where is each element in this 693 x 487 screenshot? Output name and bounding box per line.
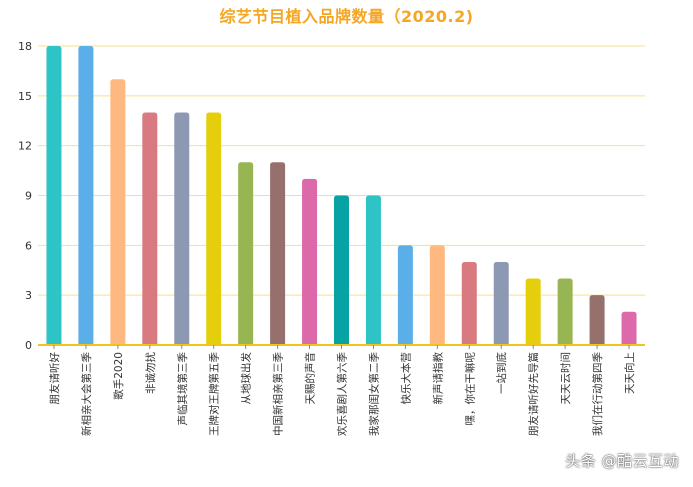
bar <box>238 162 254 345</box>
x-tick-label: 歌手2020 <box>112 352 125 400</box>
x-tick-label: 嘿，你在干嘛呢 <box>463 352 476 426</box>
chart-title: 综艺节目植入品牌数量（2020.2) <box>219 7 474 26</box>
x-tick-label: 天赐的声音 <box>304 352 317 405</box>
bar <box>78 46 94 345</box>
x-tick-label: 欢乐喜剧人第六季 <box>336 352 349 436</box>
bar <box>589 295 605 345</box>
bar <box>46 46 62 345</box>
bar <box>525 278 541 345</box>
x-tick-label: 快乐大本营 <box>399 352 412 405</box>
y-tick-label: 9 <box>25 190 32 203</box>
x-tick-label: 新相亲大会第三季 <box>80 352 93 436</box>
x-tick-label: 天天云时间 <box>559 352 572 405</box>
bar <box>557 278 573 345</box>
bar <box>621 311 637 345</box>
bar <box>334 195 349 345</box>
watermark-text: 头条 @酷云互动 <box>565 452 679 470</box>
y-tick-label: 0 <box>25 339 32 352</box>
x-tick-label: 我们在行动第四季 <box>591 352 604 436</box>
x-tick-label: 朋友请听好先导篇 <box>527 352 540 436</box>
bar <box>174 112 190 345</box>
x-tick-label: 王牌对王牌第五季 <box>208 352 221 436</box>
x-tick-label: 一站到底 <box>495 352 508 394</box>
bar <box>206 112 222 345</box>
bar <box>110 79 126 345</box>
y-tick-label: 18 <box>18 40 32 53</box>
y-tick-label: 3 <box>25 289 32 302</box>
x-tick-label: 中国新相亲第三季 <box>272 352 285 436</box>
x-tick-label: 朋友请听好 <box>48 352 61 405</box>
bar <box>429 245 445 345</box>
x-tick-label: 非诚勿扰 <box>144 352 157 394</box>
bar <box>461 261 477 345</box>
bar <box>397 245 413 345</box>
y-tick-label: 12 <box>18 140 32 153</box>
bar <box>142 112 158 345</box>
x-tick-label: 声临其境第三季 <box>176 352 189 426</box>
x-tick-label: 天天向上 <box>623 352 636 394</box>
bar <box>270 162 286 345</box>
bar <box>493 261 509 345</box>
x-tick-label: 从地球出发 <box>240 352 253 405</box>
y-tick-label: 15 <box>18 90 32 103</box>
bar <box>302 178 318 345</box>
x-tick-label: 我家那闺女第二季 <box>367 352 380 436</box>
bar <box>365 195 381 345</box>
x-tick-label: 新声请指教 <box>431 352 444 405</box>
y-tick-label: 6 <box>25 239 32 252</box>
